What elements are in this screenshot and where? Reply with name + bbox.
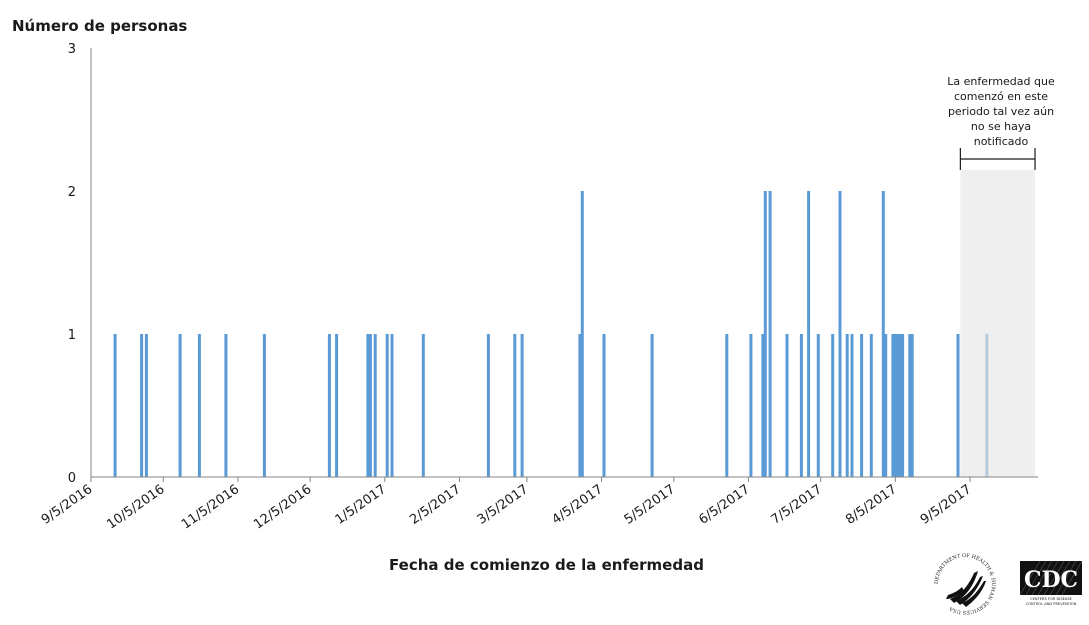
case-bar bbox=[816, 334, 820, 477]
x-axis-title-text: Fecha de comienzo de la enfermedad bbox=[389, 556, 704, 574]
case-bar bbox=[144, 334, 148, 477]
case-bar bbox=[799, 334, 803, 477]
case-bar bbox=[891, 334, 895, 477]
case-bar bbox=[385, 334, 389, 477]
case-bar bbox=[956, 334, 960, 477]
x-tick-label: 10/5/2016 bbox=[104, 482, 167, 533]
case-bar bbox=[578, 334, 582, 477]
x-tick-label: 4/5/2017 bbox=[549, 482, 605, 528]
case-bar bbox=[520, 334, 524, 477]
case-bar bbox=[860, 334, 864, 477]
svg-text:CONTROL AND PREVENTION: CONTROL AND PREVENTION bbox=[1026, 602, 1077, 606]
case-bar bbox=[421, 334, 425, 477]
x-tick-label: 12/5/2016 bbox=[251, 482, 314, 533]
case-bar bbox=[910, 334, 914, 477]
svg-text:CDC: CDC bbox=[1024, 567, 1078, 593]
reporting-delay-bracket bbox=[959, 148, 1036, 170]
case-bar bbox=[884, 334, 888, 477]
case-bar bbox=[850, 334, 854, 477]
case-bar bbox=[368, 334, 372, 477]
note-line: periodo tal vez aún bbox=[947, 105, 1055, 118]
case-bar bbox=[650, 334, 654, 477]
x-tick-label: 5/5/2017 bbox=[622, 482, 678, 528]
case-bar bbox=[898, 334, 902, 477]
note-line: comenzó en este bbox=[953, 90, 1049, 103]
bars-group bbox=[113, 191, 989, 477]
x-tick-label: 7/5/2017 bbox=[769, 482, 825, 528]
x-tick-label: 6/5/2017 bbox=[696, 482, 752, 528]
y-axis-title: Número de personas bbox=[12, 17, 188, 35]
case-bar bbox=[366, 334, 370, 477]
case-bar bbox=[390, 334, 394, 477]
case-bar bbox=[262, 334, 266, 477]
reporting-delay-shade bbox=[960, 170, 1036, 477]
y-tick-label: 2 bbox=[68, 185, 76, 200]
case-bar bbox=[869, 334, 873, 477]
note-line: La enfermedad que bbox=[947, 75, 1055, 88]
agency-logos: DEPARTMENT OF HEALTH & HUMAN SERVICES US… bbox=[928, 545, 1088, 620]
x-tick-label: 3/5/2017 bbox=[475, 482, 531, 528]
case-bar bbox=[763, 191, 767, 477]
case-bar bbox=[327, 334, 331, 477]
case-bar bbox=[896, 334, 900, 477]
case-bar bbox=[224, 334, 228, 477]
case-bar bbox=[113, 334, 117, 477]
case-bar bbox=[513, 334, 517, 477]
note-line: notificado bbox=[973, 135, 1029, 148]
case-bar bbox=[768, 191, 772, 477]
case-bar bbox=[785, 334, 789, 477]
case-bar bbox=[178, 334, 182, 477]
case-bar bbox=[761, 334, 765, 477]
case-bar bbox=[373, 334, 377, 477]
y-axis-ticks: 0 1 2 3 bbox=[68, 42, 76, 486]
x-tick-label: 9/5/2016 bbox=[39, 482, 95, 528]
case-bar bbox=[908, 334, 912, 477]
case-bar bbox=[335, 334, 339, 477]
hhs-logo-icon: DEPARTMENT OF HEALTH & HUMAN SERVICES US… bbox=[934, 553, 996, 615]
case-bar bbox=[140, 334, 144, 477]
case-bar bbox=[831, 334, 835, 477]
y-tick-label: 1 bbox=[68, 328, 76, 343]
y-tick-label: 0 bbox=[68, 471, 76, 486]
case-bar bbox=[486, 334, 490, 477]
y-tick-label: 3 bbox=[68, 42, 76, 57]
reporting-delay-note: La enfermedad que comenzó en este period… bbox=[938, 74, 1064, 149]
note-line: no se haya bbox=[970, 120, 1032, 133]
x-tick-label: 1/5/2017 bbox=[333, 482, 389, 528]
case-bar bbox=[807, 191, 811, 477]
case-bar bbox=[580, 191, 584, 477]
case-bar bbox=[602, 334, 606, 477]
x-axis-title: Fecha de comienzo de la enfermedad bbox=[0, 556, 1089, 574]
x-tick-label: 11/5/2016 bbox=[179, 482, 242, 533]
case-bar bbox=[725, 334, 729, 477]
case-bar bbox=[881, 191, 885, 477]
case-bar bbox=[197, 334, 201, 477]
case-bar bbox=[893, 334, 897, 477]
x-tick-label: 9/5/2017 bbox=[918, 482, 974, 528]
x-axis-ticks: 9/5/2016 10/5/2016 11/5/2016 12/5/2016 1/5/2… bbox=[39, 477, 974, 533]
x-tick-label: 2/5/2017 bbox=[407, 482, 463, 528]
case-bar bbox=[838, 191, 842, 477]
case-bar bbox=[901, 334, 905, 477]
case-bar bbox=[985, 334, 989, 477]
case-bar bbox=[749, 334, 753, 477]
case-bar bbox=[845, 334, 849, 477]
svg-text:CENTERS FOR DISEASE: CENTERS FOR DISEASE bbox=[1030, 597, 1073, 601]
x-tick-label: 8/5/2017 bbox=[843, 482, 899, 528]
cdc-logo-icon: CDC CENTERS FOR DISEASE CONTROL AND PREV… bbox=[1020, 561, 1082, 606]
